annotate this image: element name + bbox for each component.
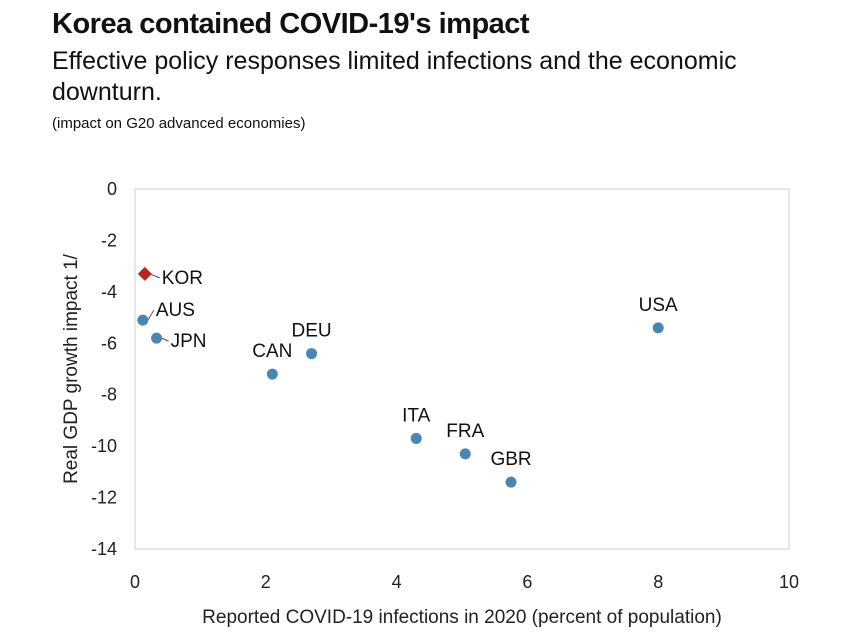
- data-point-can: [267, 369, 278, 380]
- leader-line-jpn: [162, 338, 169, 341]
- point-label-gbr: GBR: [490, 449, 531, 470]
- leader-line-aus: [148, 310, 154, 320]
- y-tick-label: -4: [101, 282, 117, 302]
- data-points: [137, 267, 663, 488]
- data-point-kor: [138, 267, 152, 281]
- y-tick-label: -2: [101, 230, 117, 250]
- data-point-deu: [306, 348, 317, 359]
- data-point-usa: [653, 322, 664, 333]
- y-tick-label: -12: [91, 488, 117, 508]
- y-tick-label: -8: [101, 385, 117, 405]
- point-label-fra: FRA: [446, 421, 484, 442]
- x-tick-label: 6: [522, 572, 532, 592]
- point-label-ita: ITA: [402, 405, 430, 426]
- x-tick-label: 2: [261, 572, 271, 592]
- y-tick-label: -10: [91, 436, 117, 456]
- point-label-can: CAN: [252, 341, 292, 362]
- data-point-aus: [137, 315, 148, 326]
- leader-line-kor: [150, 274, 160, 278]
- point-label-deu: DEU: [292, 321, 332, 342]
- point-label-aus: AUS: [156, 300, 195, 321]
- plot-frame: [135, 189, 789, 549]
- x-tick-label: 8: [653, 572, 663, 592]
- y-axis-ticks: 0 -2 -4 -6 -8 -10 -12 -14: [91, 179, 117, 559]
- x-tick-label: 0: [130, 572, 140, 592]
- point-label-jpn: JPN: [171, 331, 207, 352]
- y-tick-label: -14: [91, 539, 117, 559]
- point-label-usa: USA: [639, 295, 678, 316]
- y-axis-title: Real GDP growth impact 1/: [61, 253, 82, 484]
- x-tick-label: 10: [779, 572, 799, 592]
- x-axis-ticks: 0 2 4 6 8 10: [130, 572, 799, 592]
- point-label-kor: KOR: [162, 268, 203, 289]
- scatter-chart: 0 -2 -4 -6 -8 -10 -12 -14 0 2 4 6 8 10 KOR AUS JPN CAND…: [0, 0, 841, 640]
- data-point-gbr: [506, 477, 517, 488]
- y-tick-label: 0: [107, 179, 117, 199]
- data-point-ita: [411, 433, 422, 444]
- x-axis-title: Reported COVID-19 infections in 2020 (pe…: [202, 607, 722, 628]
- y-tick-label: -6: [101, 333, 117, 353]
- x-tick-label: 4: [392, 572, 402, 592]
- data-point-jpn: [151, 333, 162, 344]
- data-point-fra: [460, 448, 471, 459]
